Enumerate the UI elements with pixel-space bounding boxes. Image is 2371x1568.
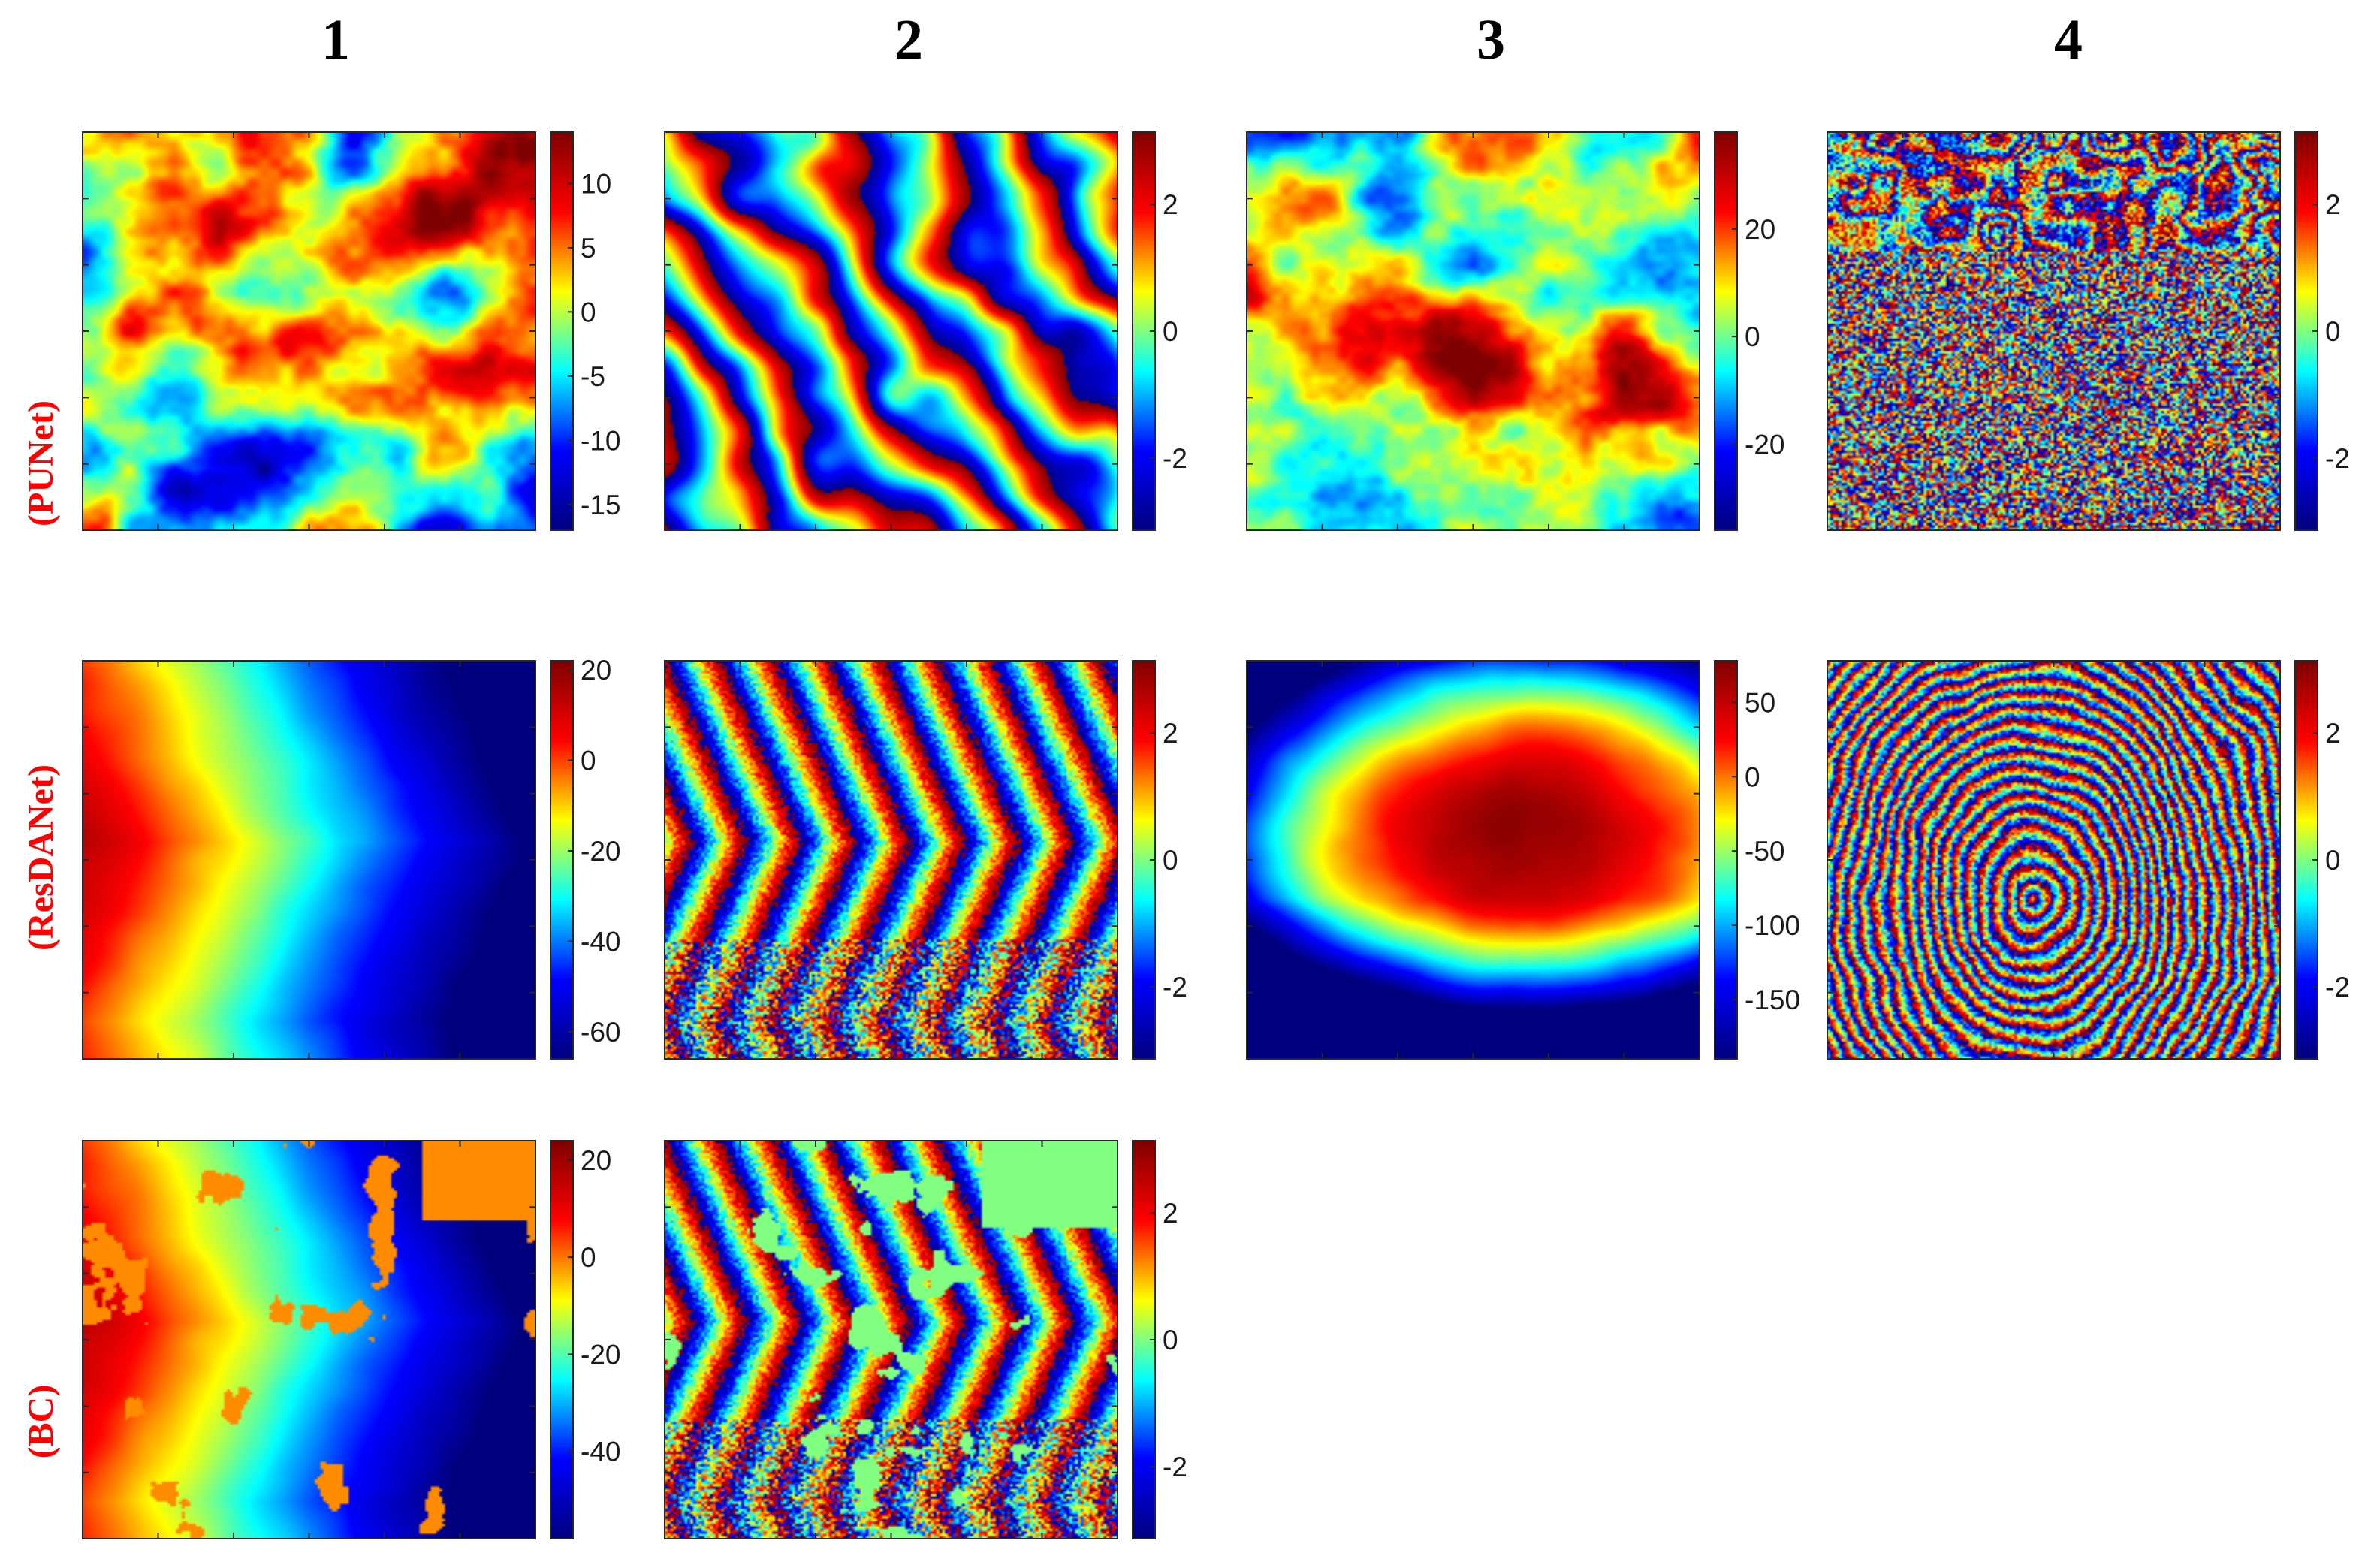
panel-3-1: 20 0 -20 -40 [82,1140,620,1539]
heatmap-image [83,132,535,530]
colorbar [1714,131,1738,531]
colorbar [550,131,574,531]
row-label-punet: (PUNet) [21,400,61,526]
colorbar-tick-label: 20 [581,1145,611,1176]
heatmap-image [1247,661,1700,1059]
heatmap-image [83,1141,535,1539]
colorbar-tick-label: 2 [1163,1198,1178,1229]
panel-2-3: 50 0 -50 -100 -150 [1246,660,1800,1060]
panel-grid: 1050-5-10-1520-2200-2020-2200-20-40-6020… [82,131,2350,1539]
colorbar-tick-label: -2 [1163,972,1187,1003]
colorbar-tick-label: 0 [2325,316,2341,347]
colorbar-tick-label: -40 [581,926,620,957]
colorbar-tick-label: 0 [1163,845,1178,876]
heatmap-image [1827,661,2280,1059]
colorbar-tick-label: 0 [1745,761,1760,792]
heatmap-image [1247,132,1700,530]
panel-2-2: 2 0 -2 [664,660,1187,1060]
colorbar-tick-label: 2 [2325,189,2341,220]
colorbar-tick-label: 2 [1163,718,1178,749]
colorbar-tick-label: -150 [1745,985,1800,1015]
colorbar-tick-label: 0 [581,746,596,776]
colorbar-tick-label: -2 [1163,443,1187,474]
colorbar-tick-label: -20 [1745,429,1784,460]
colorbar-tick-label: 20 [1745,214,1775,245]
colorbar-tick-label: -20 [581,1339,620,1370]
colorbar-tick-label: -2 [2325,972,2350,1003]
heatmap-image [665,132,1118,530]
colorbar-tick-label: -2 [1163,1452,1187,1482]
colorbar-tick-label: -100 [1745,910,1800,941]
panel-1-3: 20 0 -20 [1246,131,1784,531]
colorbar-tick-label: 0 [581,297,596,327]
colorbar-tick-label: -5 [581,361,605,392]
panel-2-4: 2 0 -2 [1827,660,2350,1060]
column-label-1: 1 [321,8,350,71]
colorbar-tick-label: 10 [581,168,611,199]
colorbar-tick-label: -60 [581,1017,620,1048]
colorbar-tick-label: -40 [581,1437,620,1467]
panel-1-2: 2 0 -2 [664,131,1187,531]
colorbar-tick-label: -10 [581,425,620,456]
colorbar [550,1140,574,1539]
heatmap-image [665,661,1118,1059]
colorbar-tick-label: 0 [2325,845,2341,876]
column-label-4: 4 [2054,8,2083,71]
heatmap-image [83,661,535,1059]
panel-1-1: 10 5 0 -5 -10 -15 [82,131,620,531]
colorbar-tick-label: 0 [1745,321,1760,352]
colorbar-tick-label: 50 [1745,687,1775,718]
heatmap-image [665,1141,1118,1539]
row-label-bc: (BC) [21,1385,61,1459]
colorbar-tick-label: -2 [2325,443,2350,474]
colorbar-tick-label: -50 [1745,836,1784,867]
panel-2-1: 20 0 -20 -40 -60 [82,655,620,1060]
colorbar [1714,660,1738,1060]
colorbar-tick-label: 0 [1163,316,1178,347]
colorbar-tick-label: 5 [581,233,596,264]
column-label-2: 2 [894,8,923,71]
colorbar-tick-label: 0 [581,1242,596,1273]
colorbar-tick-label: -15 [581,490,620,520]
heatmap-image [1827,132,2280,530]
panel-3-2: 2 0 -2 [664,1140,1187,1539]
panel-1-4: 2 0 -2 [1827,131,2350,531]
colorbar-tick-label: -20 [581,836,620,867]
colorbar-tick-label: 2 [2325,718,2341,749]
colorbar-tick-label: 20 [581,655,611,686]
colorbar-tick-label: 2 [1163,189,1178,220]
colorbar [550,660,574,1060]
colorbar-tick-label: 0 [1163,1325,1178,1355]
column-label-3: 3 [1477,8,1505,71]
row-label-resdanet: (ResDANet) [21,764,61,951]
